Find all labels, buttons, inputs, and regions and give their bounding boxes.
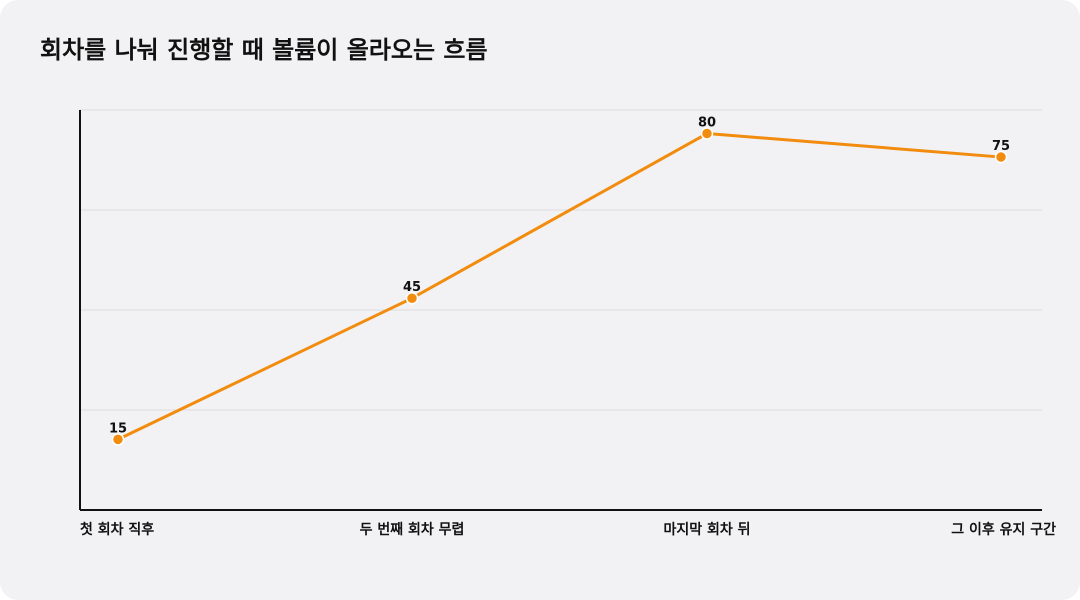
x-tick-labels: 첫 회차 직후 두 번째 회차 무렵 마지막 회차 뒤 그 이후 유지 구간 (80, 521, 1056, 538)
gridlines (80, 109, 1042, 411)
data-point (405, 291, 419, 305)
data-point (994, 150, 1008, 164)
data-label: 45 (403, 280, 421, 295)
x-tick-label: 두 번째 회차 무렵 (360, 522, 465, 538)
series-line (116, 132, 1003, 441)
data-point (111, 433, 125, 446)
data-point (700, 127, 714, 140)
chart-title: 회차를 나눠 진행할 때 볼륨이 올라오는 흐름 (40, 36, 488, 64)
series-line-group: 15 45 80 75 (109, 116, 1010, 446)
x-tick-label: 그 이후 유지 구간 (951, 521, 1056, 538)
x-tick-label: 첫 회차 직후 (80, 521, 154, 538)
x-tick-label: 마지막 회차 뒤 (663, 521, 750, 538)
data-label: 15 (109, 421, 127, 436)
data-label: 80 (698, 116, 716, 131)
data-label: 75 (992, 139, 1010, 154)
